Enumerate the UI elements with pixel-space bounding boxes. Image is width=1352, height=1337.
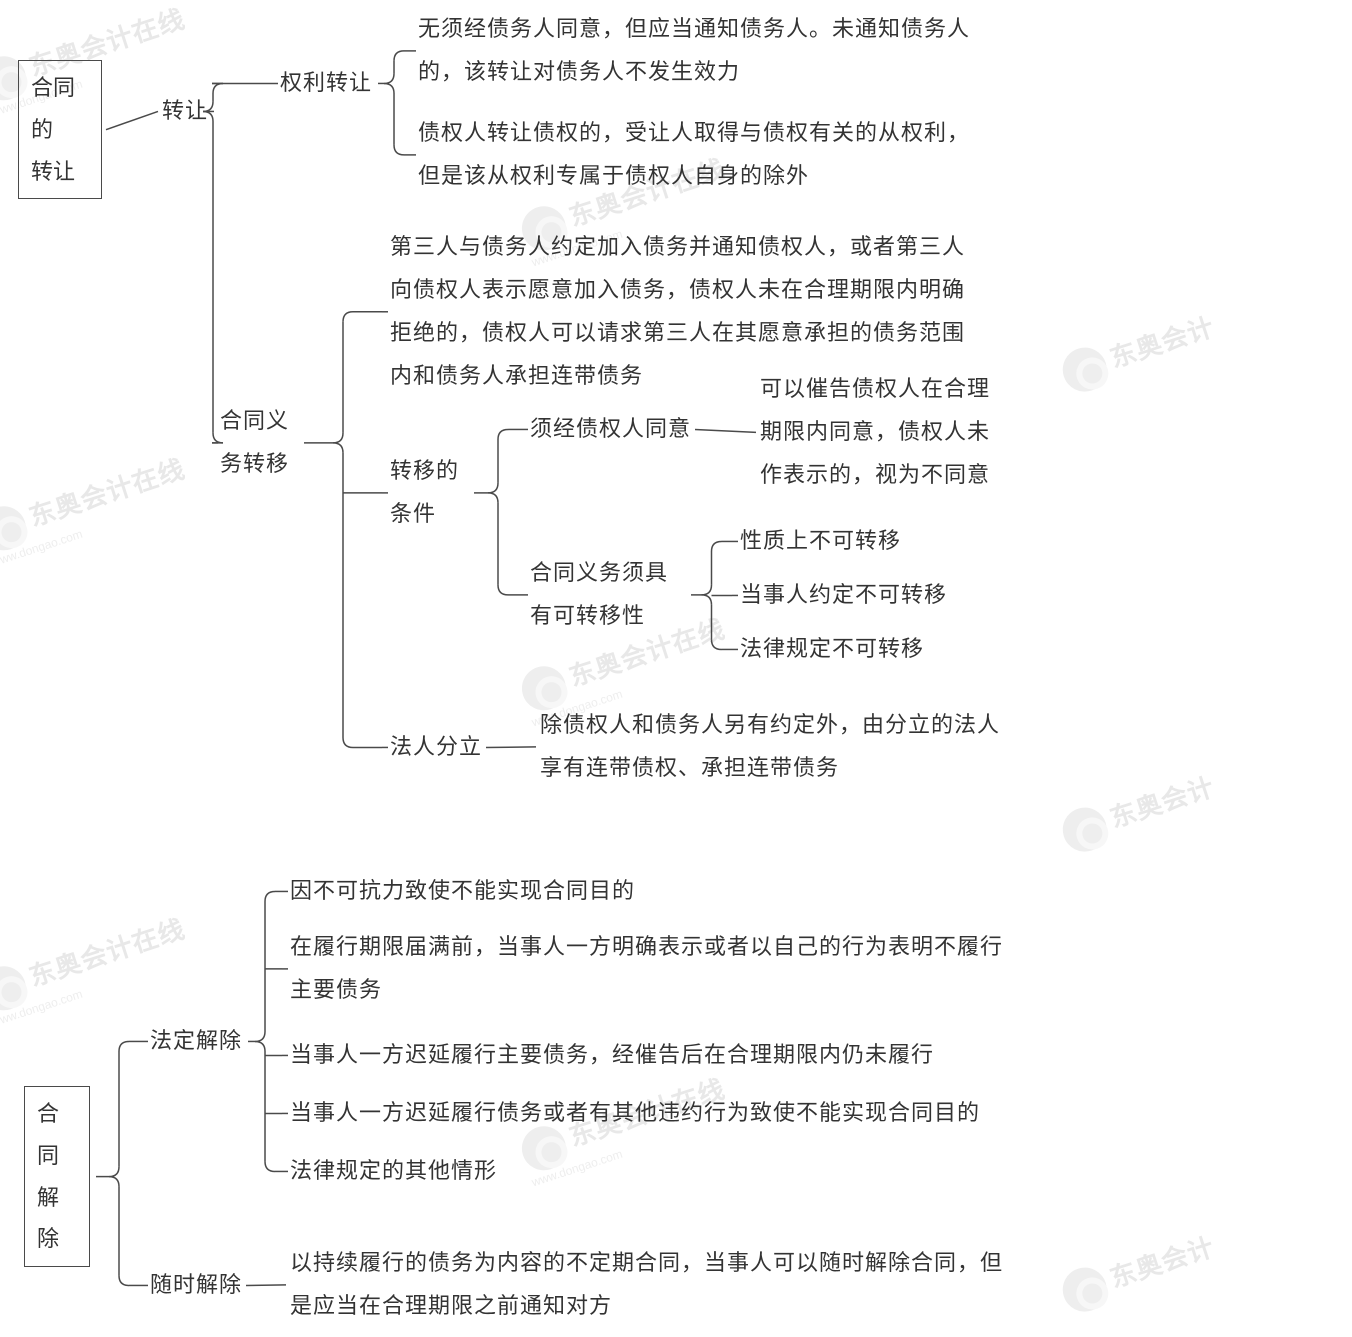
node-root1: 合同的转让 (18, 60, 102, 199)
node-r2: 债权人转让债权的，受让人取得与债权有关的从权利，但是该从权利专属于债权人自身的除… (418, 112, 978, 198)
node-d2b2: 当事人约定不可转移 (740, 574, 947, 617)
node-d2: 转移的条件 (390, 450, 468, 536)
node-l4: 当事人一方迟延履行债务或者有其他违约行为致使不能实现合同目的 (290, 1092, 980, 1135)
node-root2: 合同解除 (24, 1086, 90, 1267)
node-n_right: 权利转让 (280, 62, 372, 105)
node-l2: 在履行期限届满前，当事人一方明确表示或者以自己的行为表明不履行主要债务 (290, 926, 1010, 1012)
node-d2b: 合同义务须具有可转移性 (530, 552, 685, 638)
node-d2b3: 法律规定不可转移 (740, 628, 924, 671)
node-d2a: 须经债权人同意 (530, 408, 691, 451)
node-d2b1: 性质上不可转移 (740, 520, 901, 563)
node-d3a: 除债权人和债务人另有约定外，由分立的法人享有连带债权、承担连带债务 (540, 704, 1020, 790)
node-a1: 以持续履行的债务为内容的不定期合同，当事人可以随时解除合同，但是应当在合理期限之… (290, 1242, 1010, 1328)
node-n_transfer: 转让 (162, 90, 208, 133)
node-l1: 因不可抗力致使不能实现合同目的 (290, 870, 635, 913)
node-r1: 无须经债务人同意，但应当通知债务人。未通知债务人的，该转让对债务人不发生效力 (418, 8, 978, 94)
node-d2a1: 可以催告债权人在合理期限内同意，债权人未作表示的，视为不同意 (760, 368, 990, 497)
node-l3: 当事人一方迟延履行主要债务，经催告后在合理期限内仍未履行 (290, 1034, 934, 1077)
node-n_anytime: 随时解除 (150, 1264, 242, 1307)
node-n_duty: 合同义务转移 (220, 400, 298, 486)
node-n_legal: 法定解除 (150, 1020, 242, 1063)
node-l5: 法律规定的其他情形 (290, 1150, 497, 1193)
node-d3: 法人分立 (390, 726, 482, 769)
